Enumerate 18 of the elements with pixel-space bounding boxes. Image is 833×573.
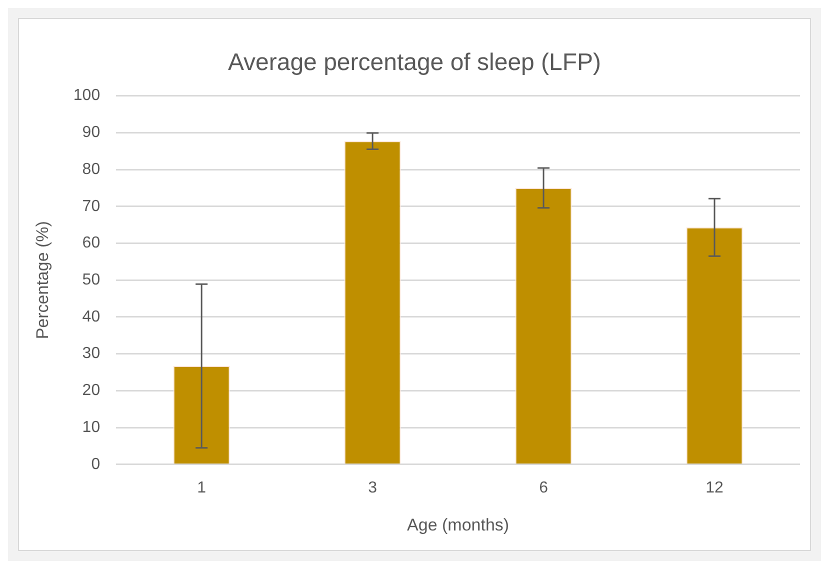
y-tick-label: 80: [82, 160, 100, 178]
y-axis-title: Percentage (%): [32, 221, 52, 340]
x-tick-label: 1: [197, 479, 206, 496]
y-tick-label: 100: [73, 87, 100, 104]
y-tick-label: 30: [82, 345, 100, 362]
y-tick-label: 70: [82, 198, 100, 215]
chart-title: Average percentage of sleep (LFP): [228, 49, 602, 76]
y-tick-label: 60: [82, 234, 100, 252]
x-axis-title: Age (months): [407, 515, 510, 534]
x-tick-label: 6: [539, 479, 548, 496]
x-tick-label: 3: [368, 479, 378, 496]
y-tick-label: 90: [82, 124, 100, 142]
x-tick-label: 12: [706, 479, 724, 496]
y-tick-label: 0: [91, 456, 100, 473]
y-tick-label: 40: [82, 308, 100, 326]
y-tick-label: 10: [82, 418, 100, 436]
y-tick-label: 50: [82, 272, 100, 289]
y-tick-label: 20: [82, 382, 100, 400]
